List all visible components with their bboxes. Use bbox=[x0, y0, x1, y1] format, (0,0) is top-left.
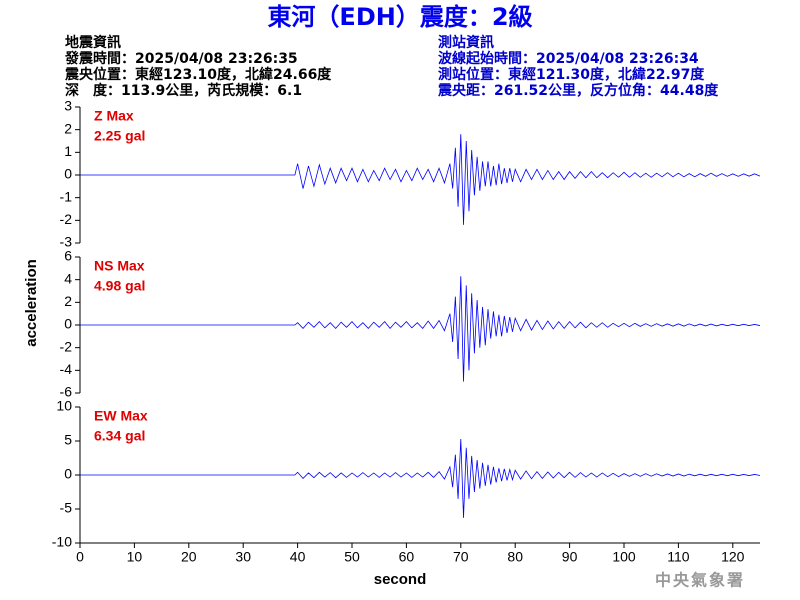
footer: 中央氣象署 bbox=[655, 571, 745, 590]
title: 東河（EDH）震度：2級 bbox=[267, 3, 532, 31]
y-tick-label: -5 bbox=[60, 500, 73, 516]
panel-label: Z Max bbox=[94, 108, 134, 124]
x-tick-label: 100 bbox=[612, 549, 636, 565]
y-tick-label: -3 bbox=[60, 234, 73, 250]
x-tick-label: 0 bbox=[76, 549, 84, 565]
y-tick-label: -10 bbox=[52, 534, 72, 550]
y-tick-label: 10 bbox=[56, 398, 72, 414]
y-tick-label: 4 bbox=[64, 270, 72, 286]
waveform bbox=[80, 438, 761, 518]
x-tick-label: 40 bbox=[290, 549, 306, 565]
x-tick-label: 20 bbox=[181, 549, 197, 565]
info-line: 震央距：261.52公里，反方位角：44.48度 bbox=[437, 82, 719, 99]
event-info: 地震資訊 發震時間：2025/04/08 23:26:35 震央位置：東經123… bbox=[64, 34, 332, 99]
info-line: 地震資訊 bbox=[65, 34, 121, 51]
max-label: 2.25 gal bbox=[94, 128, 145, 144]
info-line: 測站資訊 bbox=[438, 34, 494, 51]
x-tick-label: 110 bbox=[667, 549, 690, 565]
info-line: 深 度：113.9公里，芮氏規模：6.1 bbox=[65, 82, 302, 99]
x-tick-label: 60 bbox=[399, 549, 415, 565]
y-tick-label: 1 bbox=[64, 143, 72, 159]
y-tick-label: 2 bbox=[64, 120, 72, 136]
x-tick-label: 70 bbox=[453, 549, 469, 565]
info-line: 波線起始時間：2025/04/08 23:26:34 bbox=[438, 50, 699, 67]
y-tick-label: -1 bbox=[60, 188, 73, 204]
x-tick-label: 50 bbox=[344, 549, 360, 565]
info-line: 發震時間：2025/04/08 23:26:35 bbox=[64, 50, 298, 67]
station-info: 測站資訊 波線起始時間：2025/04/08 23:26:34 測站位置：東經1… bbox=[437, 34, 719, 99]
x-tick-label: 120 bbox=[721, 549, 745, 565]
y-tick-label: -2 bbox=[60, 338, 73, 354]
y-tick-label: 0 bbox=[64, 466, 72, 482]
y-tick-label: -4 bbox=[60, 361, 73, 377]
y-tick-label: 6 bbox=[64, 248, 72, 264]
x-tick-label: 30 bbox=[235, 549, 251, 565]
y-tick-label: 0 bbox=[64, 316, 72, 332]
panel-label: EW Max bbox=[94, 408, 148, 424]
x-axis-label: second bbox=[374, 571, 427, 588]
x-tick-label: 80 bbox=[507, 549, 523, 565]
panel-label: NS Max bbox=[94, 258, 145, 274]
y-tick-label: -6 bbox=[60, 384, 73, 400]
max-label: 6.34 gal bbox=[94, 428, 145, 444]
x-tick-label: 90 bbox=[562, 549, 578, 565]
y-tick-label: -2 bbox=[60, 211, 73, 227]
y-tick-label: 3 bbox=[64, 98, 72, 114]
waveform bbox=[80, 276, 761, 382]
y-tick-label: 0 bbox=[64, 166, 72, 182]
info-line: 震央位置：東經123.10度，北緯24.66度 bbox=[64, 66, 332, 83]
waveform bbox=[80, 134, 761, 225]
info-line: 測站位置：東經121.30度，北緯22.97度 bbox=[438, 66, 705, 83]
max-label: 4.98 gal bbox=[94, 278, 145, 294]
y-tick-label: 2 bbox=[64, 293, 72, 309]
y-axis-label: acceleration bbox=[23, 259, 40, 347]
x-tick-label: 10 bbox=[127, 549, 143, 565]
y-tick-label: 5 bbox=[64, 432, 72, 448]
